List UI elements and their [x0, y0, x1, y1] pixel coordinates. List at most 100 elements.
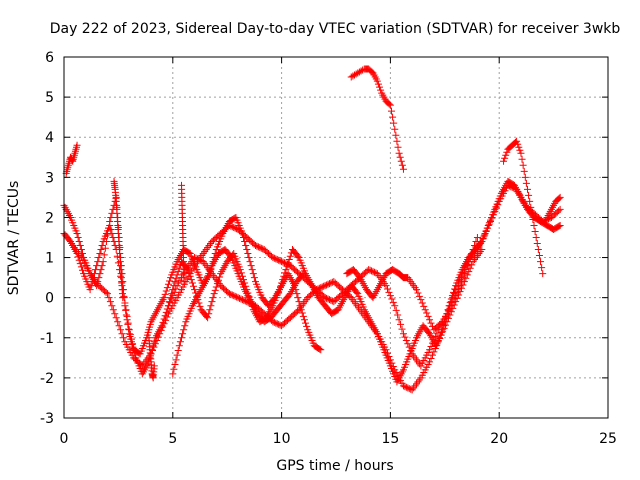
data-point	[391, 125, 399, 133]
data-point-interp	[119, 334, 127, 342]
data-point-interp	[281, 269, 289, 277]
data-point-interp	[469, 246, 477, 254]
data-point-interp	[315, 284, 323, 292]
data-point-interp	[242, 242, 250, 250]
data-point	[421, 306, 429, 314]
data-point-interp	[525, 191, 533, 199]
data-point-interp	[555, 194, 563, 202]
data-point	[210, 290, 218, 298]
data-point-interp	[162, 287, 170, 295]
data-point-interp	[282, 260, 290, 268]
data-point-interp	[353, 288, 361, 296]
data-point-interp	[171, 361, 179, 369]
data-point-interp	[231, 224, 239, 232]
data-point-interp	[246, 258, 254, 266]
data-point-interp	[430, 348, 438, 356]
data-point-interp	[424, 312, 432, 320]
data-point-interp	[111, 310, 119, 318]
data-point-interp	[442, 321, 450, 329]
data-point-interp	[491, 207, 499, 215]
data-point-interp	[325, 296, 333, 304]
data-point-interp	[488, 214, 496, 222]
data-point-interp	[502, 151, 510, 159]
data-point-interp	[439, 328, 447, 336]
data-point	[486, 217, 494, 225]
data-point-interp	[377, 86, 385, 94]
data-point-interp	[97, 246, 105, 254]
data-point	[399, 382, 407, 390]
data-point-interp	[157, 326, 165, 334]
data-point	[312, 286, 320, 294]
data-point	[191, 286, 199, 294]
data-point-interp	[294, 307, 302, 315]
data-point-interp	[227, 222, 235, 230]
data-point	[169, 370, 177, 378]
data-point	[73, 229, 81, 237]
data-point	[73, 141, 81, 149]
data-point-interp	[457, 278, 465, 286]
data-point	[517, 149, 525, 157]
data-point-interp	[366, 266, 374, 274]
data-point-interp	[174, 268, 182, 276]
data-point-interp	[417, 296, 425, 304]
data-point-interp	[166, 298, 174, 306]
data-point-interp	[170, 288, 178, 296]
data-point-interp	[78, 266, 86, 274]
data-point-interp	[172, 285, 180, 293]
data-point-interp	[166, 277, 174, 285]
data-point-interp	[316, 345, 324, 353]
data-point-interp	[481, 231, 489, 239]
data-point-interp	[537, 258, 545, 266]
data-point-interp	[228, 291, 236, 299]
y-tick-label: 6	[45, 50, 54, 66]
data-point-interp	[164, 280, 172, 288]
data-point	[156, 330, 164, 338]
data-point	[500, 157, 508, 165]
x-tick-label: 25	[599, 431, 617, 447]
data-point-interp	[385, 288, 393, 296]
data-point-interp	[276, 257, 284, 265]
data-point	[269, 254, 277, 262]
data-point-interp	[447, 308, 455, 316]
data-point-interp	[241, 238, 249, 246]
series-track-f	[343, 234, 481, 334]
data-point	[434, 338, 442, 346]
data-point-interp	[105, 294, 113, 302]
data-point-interp	[237, 295, 245, 303]
series-layer	[60, 65, 564, 394]
data-point-interp	[511, 185, 519, 193]
data-point	[395, 149, 403, 157]
data-point	[382, 346, 390, 354]
data-point-interp	[169, 292, 177, 300]
data-point-interp	[196, 256, 204, 264]
y-tick-label: -3	[40, 411, 54, 427]
data-point-interp	[302, 319, 310, 327]
data-point-interp	[273, 320, 281, 328]
data-point-interp	[279, 258, 287, 266]
data-point-interp	[300, 316, 308, 324]
data-point-interp	[484, 224, 492, 232]
data-point-interp	[94, 258, 102, 266]
data-point	[86, 286, 94, 294]
data-point-interp	[407, 346, 415, 354]
data-point-interp	[452, 292, 460, 300]
data-point-interp	[270, 254, 278, 262]
data-point-interp	[501, 154, 509, 162]
data-point-interp	[320, 282, 328, 290]
data-point-interp	[206, 306, 214, 314]
y-tick-label: 1	[45, 251, 54, 267]
data-point-interp	[460, 270, 468, 278]
data-point	[321, 282, 329, 290]
data-point	[413, 286, 421, 294]
data-point-interp	[388, 359, 396, 367]
data-point-interp	[209, 294, 217, 302]
data-point-interp	[427, 355, 435, 363]
data-point-interp	[538, 264, 546, 272]
data-point-interp	[270, 318, 278, 326]
data-point-interp	[273, 256, 281, 264]
data-point-interp	[420, 302, 428, 310]
data-point-interp	[102, 288, 110, 296]
data-point-interp	[192, 254, 200, 262]
data-point	[521, 173, 529, 181]
data-point	[106, 221, 114, 229]
